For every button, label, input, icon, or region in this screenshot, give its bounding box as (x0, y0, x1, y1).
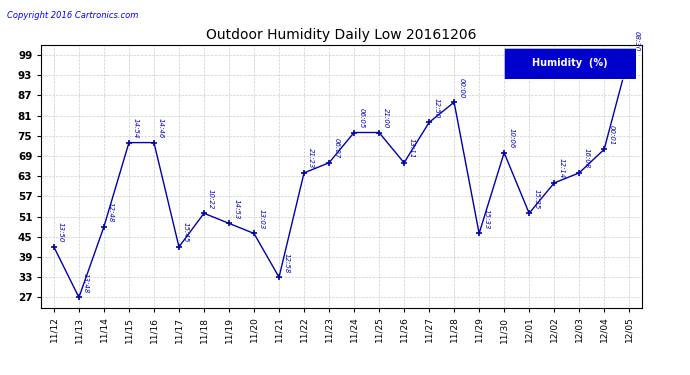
Text: 15:45: 15:45 (183, 222, 189, 243)
Text: 10:22: 10:22 (208, 189, 214, 209)
Text: 15:33: 15:33 (483, 209, 489, 229)
Text: Copyright 2016 Cartronics.com: Copyright 2016 Cartronics.com (7, 11, 138, 20)
Text: 06:07: 06:07 (333, 138, 339, 159)
Text: 13:11: 13:11 (408, 138, 414, 159)
Text: 00:01: 00:01 (609, 125, 614, 145)
Text: 13:48: 13:48 (83, 273, 89, 293)
Text: 16:08: 16:08 (583, 148, 589, 169)
Text: 06:05: 06:05 (358, 108, 364, 128)
Text: 21:00: 21:00 (383, 108, 389, 128)
Text: 13:50: 13:50 (58, 222, 64, 243)
Text: 00:00: 00:00 (458, 78, 464, 98)
Text: 12:50: 12:50 (433, 98, 440, 118)
Text: 14:54: 14:54 (133, 118, 139, 138)
Text: 12:48: 12:48 (108, 202, 114, 223)
Text: 15:35: 15:35 (533, 189, 540, 209)
Text: 21:23: 21:23 (308, 148, 314, 169)
Text: 12:58: 12:58 (283, 253, 289, 273)
Text: 14:53: 14:53 (233, 199, 239, 219)
Text: 12:14: 12:14 (558, 159, 564, 179)
Text: 08:30: 08:30 (633, 30, 640, 51)
Text: 13:03: 13:03 (258, 209, 264, 229)
Text: 10:06: 10:06 (509, 128, 514, 148)
Title: Outdoor Humidity Daily Low 20161206: Outdoor Humidity Daily Low 20161206 (206, 28, 477, 42)
Text: 14:46: 14:46 (158, 118, 164, 138)
